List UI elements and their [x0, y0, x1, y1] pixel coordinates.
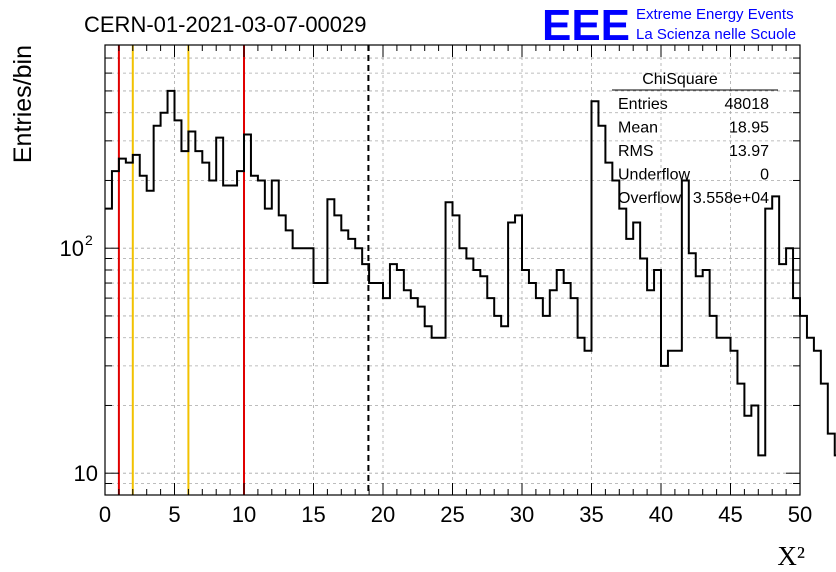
x-tick-label: 5: [168, 502, 180, 527]
x-tick-label: 15: [301, 502, 325, 527]
stats-row-value: 13.97: [729, 143, 769, 160]
x-tick-label: 50: [788, 502, 812, 527]
y-tick-label: 10: [74, 461, 98, 486]
y-axis-label: Entries/bin: [9, 45, 37, 163]
stats-row-label: Underflow: [618, 167, 690, 184]
grid: [105, 45, 800, 495]
y-tick-label-exponent: 2: [85, 232, 93, 248]
stats-row-value: 3.558e+04: [693, 190, 769, 207]
x-tick-label: 25: [440, 502, 464, 527]
chart-title: CERN-01-2021-03-07-00029: [84, 12, 367, 37]
eee-logo: EEE Extreme Energy Events La Scienza nel…: [542, 1, 796, 50]
stats-row-label: Mean: [618, 120, 658, 137]
histogram-step-line: [105, 89, 836, 457]
stats-title: ChiSquare: [642, 71, 718, 88]
y-tick-label: 10: [60, 236, 84, 261]
stats-row-value: 48018: [725, 96, 770, 113]
x-tick-label: 20: [371, 502, 395, 527]
stats-box: ChiSquare Entries 48018 Mean 18.95 RMS 13.97 U…: [612, 71, 778, 207]
logo-line-2: La Scienza nelle Scuole: [636, 26, 796, 43]
stats-row-label: RMS: [618, 143, 654, 160]
reference-lines: [117, 45, 370, 495]
stats-row-label: Entries: [618, 96, 668, 113]
x-tick-label: 35: [579, 502, 603, 527]
stats-row-value: 0: [760, 167, 769, 184]
histogram-series: [105, 89, 836, 457]
x-tick-label: 30: [510, 502, 534, 527]
x-tick-label: 10: [232, 502, 256, 527]
stats-row-value: 18.95: [729, 120, 769, 137]
x-axis-ticks: 0 5 10 15 20 25 30 35 40 45 50: [99, 45, 812, 527]
x-axis-label: X²: [777, 541, 805, 571]
logo-line-1: Extreme Energy Events: [636, 6, 794, 23]
stats-row-label: Overflow: [618, 190, 682, 207]
x-tick-label: 40: [649, 502, 673, 527]
x-tick-label: 45: [718, 502, 742, 527]
x-tick-label: 0: [99, 502, 111, 527]
logo-mark: EEE: [542, 1, 630, 50]
